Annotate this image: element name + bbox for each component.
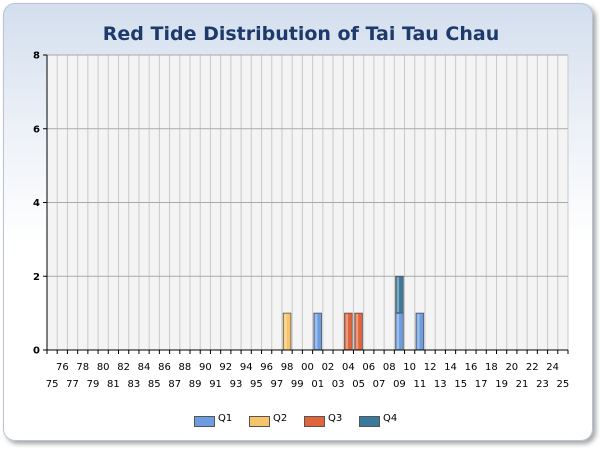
bar-highlight	[284, 314, 287, 349]
x-tick-label: 87	[168, 379, 181, 390]
bar-highlight	[396, 277, 400, 313]
x-tick-label: 01	[311, 379, 324, 390]
x-tick-label: 13	[434, 379, 447, 390]
x-tick-label: 85	[148, 379, 161, 390]
x-tick-label: 82	[117, 362, 130, 373]
x-tick-label: 22	[526, 362, 539, 373]
x-tick-label: 18	[485, 362, 498, 373]
x-tick-label: 93	[230, 379, 243, 390]
x-tick-label: 80	[97, 362, 110, 373]
x-tick-label: 23	[536, 379, 549, 390]
x-tick-label: 90	[199, 362, 212, 373]
x-tick-label: 07	[373, 379, 386, 390]
bar-q4-09	[395, 275, 404, 314]
legend-label: Q3	[328, 413, 343, 424]
x-tick-label: 95	[250, 379, 263, 390]
bar-highlight	[417, 314, 420, 349]
x-tick-label: 12	[424, 362, 437, 373]
x-tick-label: 92	[219, 362, 232, 373]
x-tick-label: 14	[444, 362, 457, 373]
x-tick-label: 06	[362, 362, 375, 373]
x-tick-label: 25	[557, 379, 570, 390]
legend-swatch	[249, 416, 270, 427]
bar-q1-09	[395, 312, 404, 351]
x-tick-label: 89	[189, 379, 202, 390]
bar-q3-05	[354, 312, 363, 351]
legend-label: Q4	[383, 413, 398, 424]
x-tick-label: 98	[281, 362, 294, 373]
x-tick-label: 91	[209, 379, 222, 390]
x-tick-label: 08	[383, 362, 396, 373]
y-tick-label: 6	[33, 124, 40, 135]
x-tick-label: 94	[240, 362, 253, 373]
y-tick-label: 2	[33, 272, 40, 283]
legend-swatch	[359, 416, 380, 427]
x-tick-label: 24	[546, 362, 559, 373]
x-tick-labels: 75 76 77 78 79 80 81 82 83 84 85 86 87 88 89 90 91 92 93 94…	[46, 362, 570, 390]
y-tick-label: 8	[33, 51, 40, 62]
legend-label: Q1	[218, 413, 233, 424]
grid-lines	[46, 54, 569, 351]
x-tick-label: 97	[270, 379, 283, 390]
x-tick-label: 79	[87, 379, 100, 390]
x-tick-label: 78	[76, 362, 89, 373]
legend-label: Q2	[273, 413, 288, 424]
y-tick-label: 4	[33, 198, 40, 209]
x-tick-label: 77	[66, 379, 79, 390]
x-tick-label: 03	[332, 379, 345, 390]
x-tick-label: 99	[291, 379, 304, 390]
bar-highlight	[315, 314, 318, 349]
bar-highlight	[396, 314, 400, 349]
x-tick-label: 15	[454, 379, 467, 390]
x-tick-label: 75	[46, 379, 59, 390]
x-tick-label: 10	[403, 362, 416, 373]
bar-q1-01	[313, 312, 322, 351]
bar-highlight	[355, 314, 359, 349]
bar-q1-11	[415, 312, 425, 351]
x-tick-label: 19	[495, 379, 508, 390]
x-tick-label: 11	[414, 379, 427, 390]
x-tick-label: 21	[516, 379, 529, 390]
bars	[282, 275, 425, 351]
x-tick-label: 17	[475, 379, 488, 390]
x-tick-label: 96	[260, 362, 273, 373]
axes	[43, 54, 569, 354]
x-tick-label: 83	[127, 379, 140, 390]
x-tick-label: 84	[138, 362, 151, 373]
x-tick-label: 20	[505, 362, 518, 373]
bar-q2-98	[282, 312, 292, 351]
x-tick-label: 86	[158, 362, 171, 373]
x-tick-label: 02	[322, 362, 335, 373]
bar-highlight	[345, 314, 349, 349]
x-tick-label: 00	[301, 362, 314, 373]
legend-swatch	[194, 416, 215, 427]
legend-swatch	[304, 416, 325, 427]
x-tick-label: 88	[179, 362, 192, 373]
x-tick-label: 05	[352, 379, 365, 390]
bar-q3-04	[344, 312, 353, 351]
x-tick-label: 04	[342, 362, 355, 373]
x-tick-label: 81	[107, 379, 120, 390]
x-tick-label: 09	[393, 379, 406, 390]
legend: Q1 Q2 Q3 Q4	[0, 413, 600, 431]
x-tick-label: 16	[465, 362, 478, 373]
x-tick-label: 76	[56, 362, 69, 373]
y-tick-labels: 0 2 4 6 8	[33, 51, 40, 357]
y-tick-label: 0	[33, 346, 40, 357]
chart-title: Red Tide Distribution of Tai Tau Chau	[102, 23, 500, 45]
